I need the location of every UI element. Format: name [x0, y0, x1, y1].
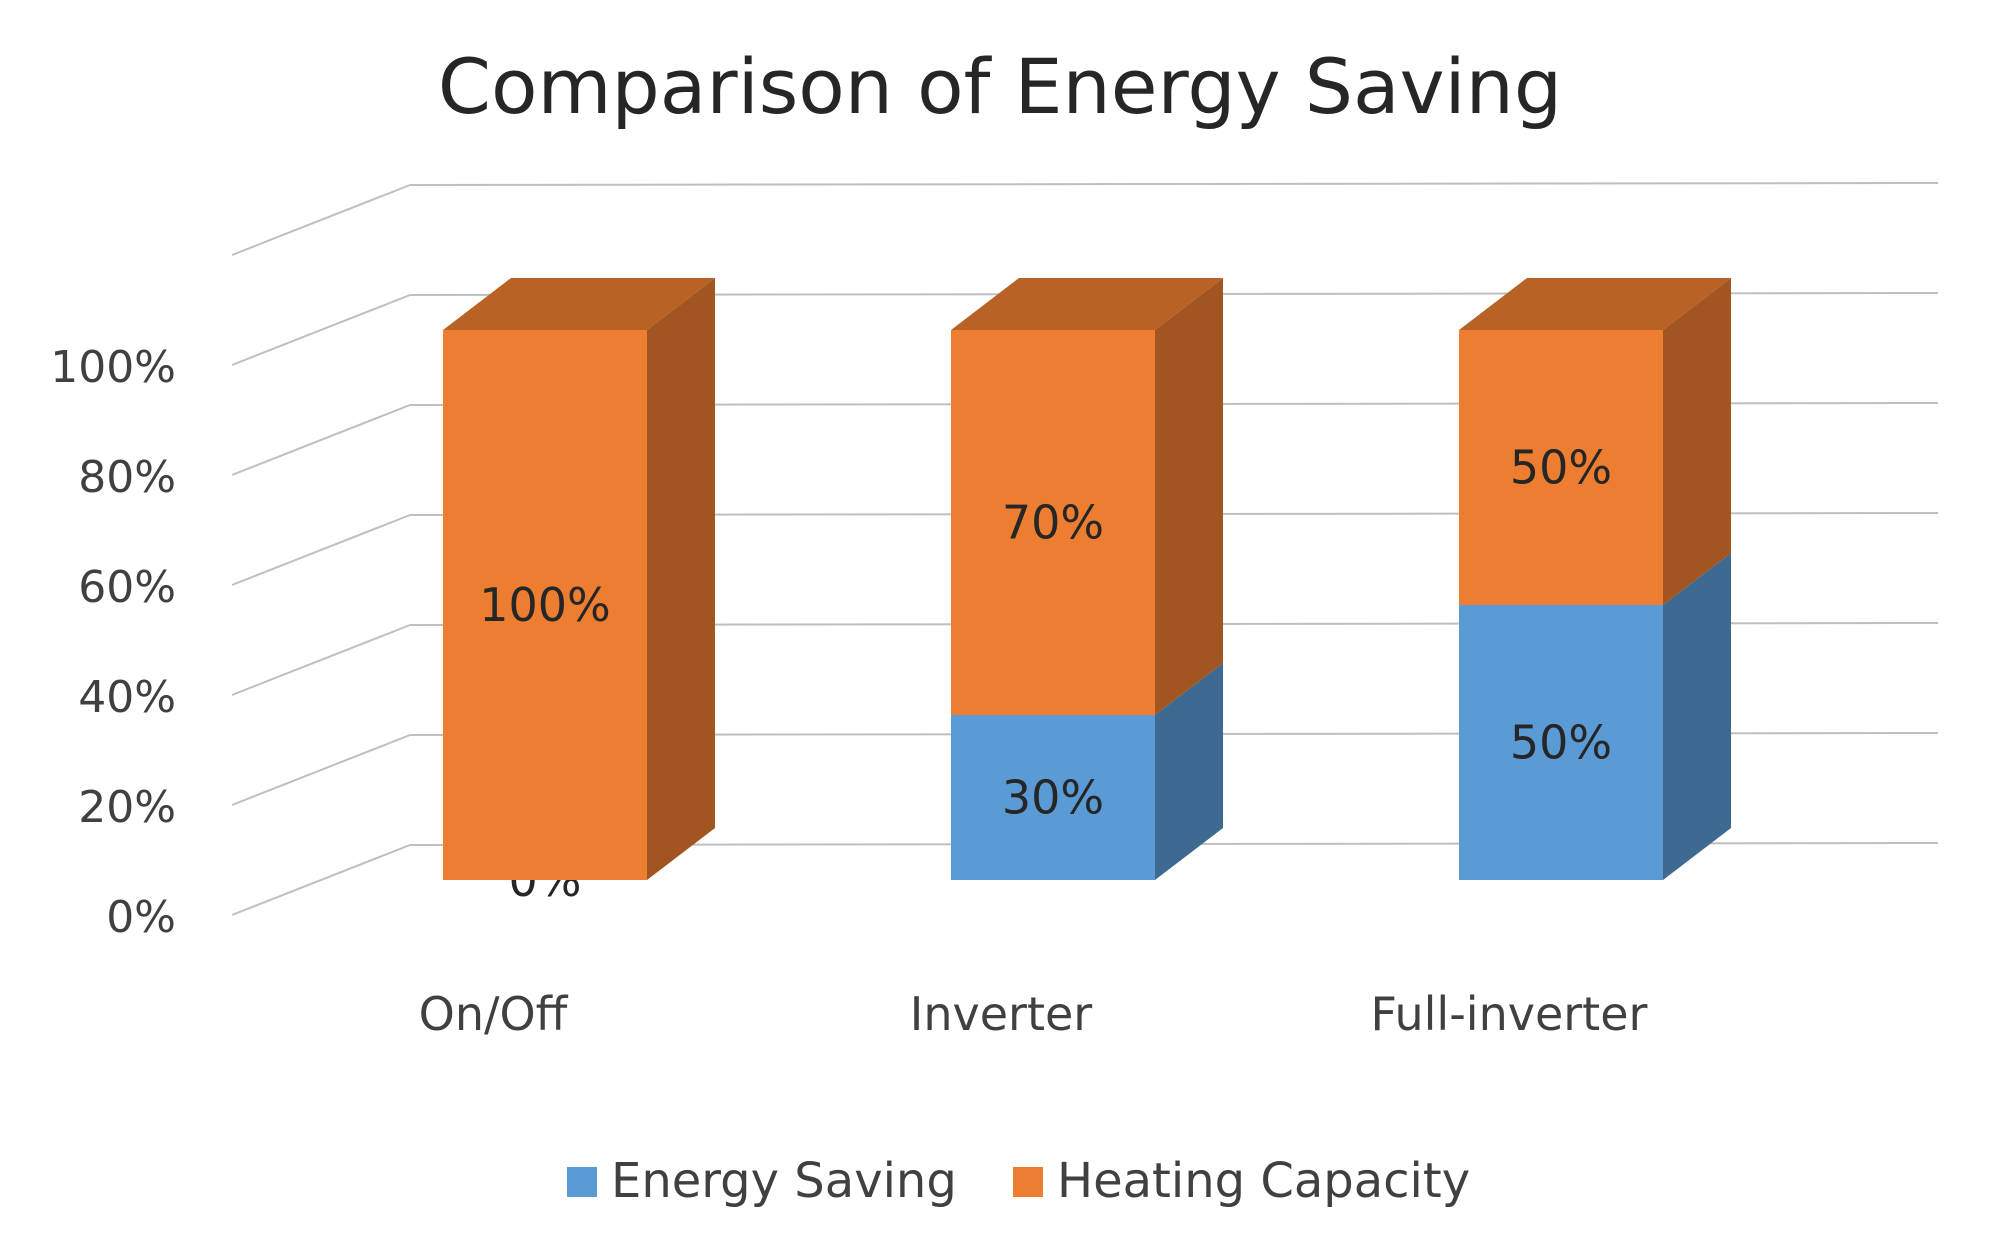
- legend-label: Heating Capacity: [1057, 1153, 1470, 1209]
- bar-top: [443, 278, 715, 330]
- y-tick-label: 20%: [78, 782, 176, 833]
- legend-swatch: [567, 1167, 597, 1197]
- y-tick-label: 0%: [106, 892, 176, 943]
- x-category-label: Inverter: [910, 987, 1092, 1041]
- gridline-depth: [231, 514, 411, 586]
- data-label: 50%: [1510, 716, 1612, 770]
- x-category-label: On/Off: [419, 987, 569, 1041]
- data-label: 70%: [1002, 496, 1104, 550]
- y-tick-label: 60%: [78, 562, 176, 613]
- x-category-label: Full-inverter: [1371, 987, 1648, 1041]
- bar-side-heating-capacity: [1155, 278, 1223, 715]
- bar-side-heating-capacity: [647, 278, 715, 880]
- bar-top: [951, 278, 1223, 330]
- data-label: 30%: [1002, 771, 1104, 825]
- bar-energy-saving: [951, 715, 1155, 880]
- gridline: [409, 182, 1939, 186]
- bar-side-heating-capacity: [1663, 278, 1731, 605]
- bar-energy-saving: [1459, 605, 1663, 880]
- chart-title: Comparison of Energy Saving: [437, 42, 1563, 131]
- y-tick-label: 80%: [78, 452, 176, 503]
- legend-swatch: [1013, 1167, 1043, 1197]
- bar-heating-capacity: [1459, 330, 1663, 605]
- bar-side-energy-saving: [1663, 553, 1731, 880]
- bar-heating-capacity: [951, 330, 1155, 715]
- y-tick-label: 40%: [78, 672, 176, 723]
- bar-top: [1459, 278, 1731, 330]
- bar-side-energy-saving: [1155, 663, 1223, 880]
- gridline-depth: [231, 404, 411, 476]
- data-label: 100%: [479, 578, 611, 632]
- data-label: 50%: [1510, 441, 1612, 495]
- gridline-depth: [231, 624, 411, 696]
- gridline-depth: [231, 844, 411, 916]
- bar-heating-capacity: [443, 330, 647, 880]
- legend-label: Energy Saving: [611, 1153, 957, 1209]
- gridline-depth: [231, 184, 411, 256]
- gridline-depth: [231, 294, 411, 366]
- gridline-depth: [231, 734, 411, 806]
- y-tick-label: 100%: [50, 342, 176, 393]
